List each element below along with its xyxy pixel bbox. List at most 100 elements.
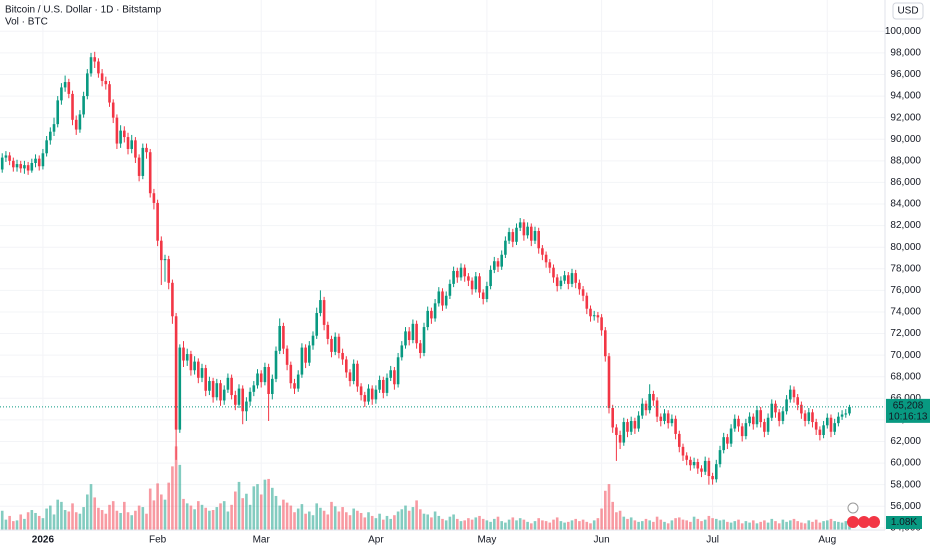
volume-bar — [548, 522, 552, 530]
candle-body — [82, 96, 85, 115]
volume-bar — [526, 521, 529, 530]
volume-bar — [382, 519, 385, 530]
candle-body — [700, 468, 703, 472]
candle-body — [726, 437, 729, 444]
volume-bar — [589, 523, 592, 530]
candle-body — [0, 157, 4, 170]
candle-body — [807, 412, 811, 421]
volume-bar — [681, 519, 685, 530]
candle-body — [822, 425, 825, 436]
volume-bar — [648, 520, 651, 530]
volume-bar — [763, 520, 766, 530]
volume-bar — [178, 464, 182, 530]
volume-bar — [93, 497, 97, 530]
candle-body — [226, 377, 230, 390]
candle-body — [267, 367, 270, 394]
volume-bar — [430, 517, 433, 530]
candle-body — [533, 230, 537, 241]
volume-bar — [552, 519, 555, 530]
x-tick-label: Feb — [149, 535, 167, 546]
y-tick-label: 60,000 — [890, 458, 921, 469]
candle-body — [400, 345, 404, 358]
candle-body — [677, 433, 681, 447]
candle-body — [574, 273, 577, 283]
volume-bar — [111, 501, 115, 530]
currency-label[interactable]: USD — [897, 6, 918, 17]
volume-bar — [226, 511, 230, 530]
candle-body — [97, 61, 100, 74]
candle-body — [444, 295, 448, 306]
candle-body — [289, 364, 293, 384]
volume-bar — [282, 499, 285, 530]
currency-box[interactable] — [892, 2, 924, 20]
volume-bar — [197, 501, 200, 530]
flag-icon[interactable] — [847, 516, 859, 528]
y-tick-label: 70,000 — [890, 350, 921, 361]
volume-bar — [644, 518, 648, 530]
candle-body — [825, 417, 829, 426]
candle-body — [178, 347, 182, 430]
volume-bar — [626, 518, 629, 530]
volume-bar — [655, 516, 659, 530]
candle-body — [803, 413, 807, 421]
volume-bar — [533, 521, 537, 530]
volume-bar — [581, 519, 585, 530]
candle-body — [674, 418, 677, 434]
x-tick-label: Jun — [594, 535, 610, 546]
candle-body — [389, 370, 393, 378]
candle-body — [363, 395, 367, 402]
volume-bar — [796, 521, 799, 530]
event-icon[interactable] — [847, 502, 859, 514]
candle-body — [622, 422, 626, 443]
volume-bar — [171, 466, 174, 530]
volume-bar — [208, 510, 211, 530]
flag-icon[interactable] — [868, 516, 880, 528]
volume-bar — [74, 512, 78, 530]
candle-body — [441, 291, 444, 306]
candle-body — [837, 416, 840, 424]
candle-body — [367, 388, 370, 402]
flag-icon[interactable] — [858, 516, 870, 528]
candle-body — [777, 412, 781, 421]
candle-body — [452, 270, 455, 284]
candle-body — [256, 373, 259, 386]
candle-body — [492, 261, 496, 270]
volume-bar — [615, 512, 618, 530]
volume-bar — [322, 510, 326, 530]
y-tick-label: 88,000 — [890, 155, 921, 166]
volume-bar — [256, 484, 259, 530]
candle-body — [433, 303, 437, 319]
volume-bar — [45, 508, 48, 530]
volume-bar — [52, 514, 56, 530]
volume-bar — [67, 511, 71, 530]
volume-bar — [82, 507, 85, 530]
volume-subtitle: Vol · BTC — [5, 17, 48, 28]
volume-bar — [293, 512, 296, 530]
volume-bar — [123, 501, 126, 530]
candle-body — [759, 410, 762, 423]
candle-body — [500, 254, 503, 267]
volume-bar — [86, 494, 89, 530]
candle-body — [12, 160, 15, 168]
candle-body — [555, 277, 559, 287]
volume-bar — [189, 505, 193, 530]
candle-body — [559, 280, 563, 287]
candle-body — [271, 378, 274, 394]
candle-body — [437, 291, 441, 304]
candle-body — [123, 130, 126, 138]
candle-body — [566, 275, 570, 284]
volume-bar — [359, 512, 363, 530]
candle-body — [319, 300, 322, 314]
volume-bar — [89, 484, 93, 530]
x-tick-label: Aug — [818, 535, 836, 546]
volume-bar — [148, 488, 152, 530]
candle-body — [285, 348, 289, 365]
candle-body — [655, 400, 659, 417]
candle-body — [100, 73, 104, 81]
candle-body — [67, 82, 71, 94]
candle-body — [52, 124, 56, 132]
volume-bar — [840, 522, 844, 530]
volume-bar — [485, 520, 489, 530]
candle-body — [511, 232, 515, 242]
